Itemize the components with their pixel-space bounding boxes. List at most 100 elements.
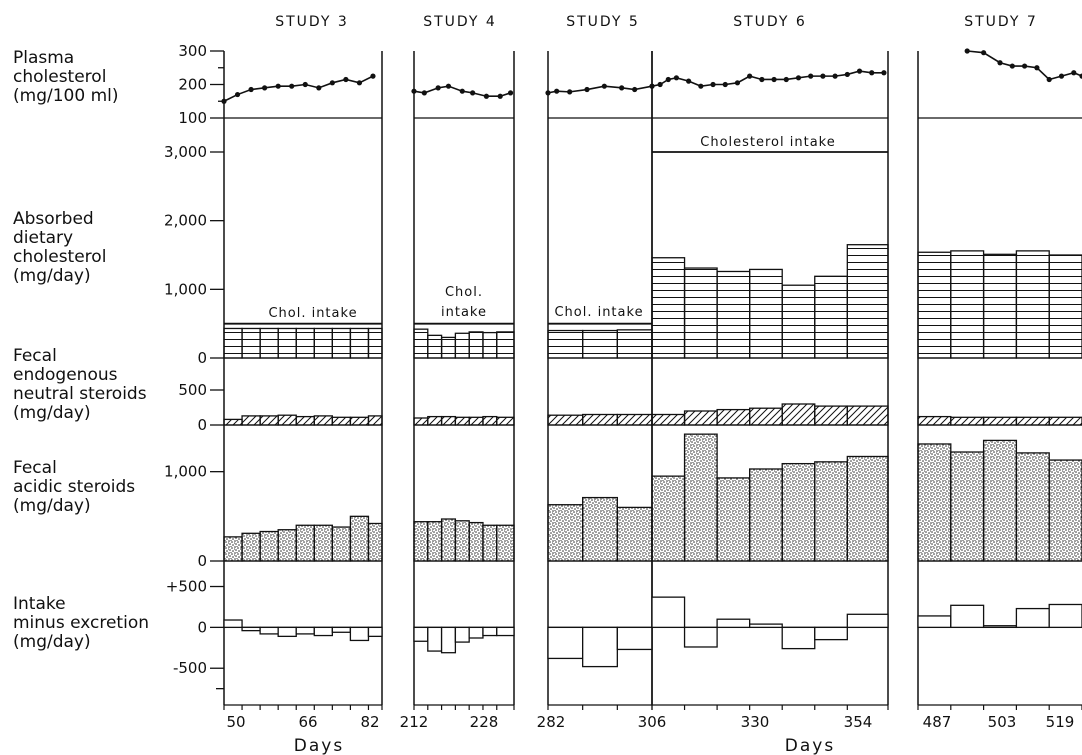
panel-label: Plasma (13, 48, 74, 68)
acidic-steroid-bar (1048, 459, 1082, 562)
study-column (221, 51, 383, 710)
plasma-point (686, 78, 692, 84)
study-header: STUDY 4 (423, 14, 497, 30)
plasma-point (1046, 76, 1052, 83)
y-tick-label: 0 (197, 552, 207, 570)
x-tick-label: 66 (298, 713, 317, 731)
absorbed-bar (716, 270, 751, 359)
net-balance-bar (468, 626, 484, 639)
x-tick-label: 330 (741, 713, 770, 731)
net-balance-bar (277, 626, 297, 638)
panel-label: (mg/day) (13, 403, 91, 423)
absorbed-bar (781, 284, 816, 359)
neutral-steroid-bar (277, 414, 297, 426)
plasma-point (964, 48, 970, 54)
plasma-point (698, 83, 704, 89)
absorbed-bar (749, 268, 783, 359)
absorbed-bar (295, 327, 315, 359)
study-header: STUDY 6 (733, 14, 807, 30)
panel-label: dietary (13, 228, 73, 248)
plasma-point (881, 70, 887, 76)
intake-annotation: Cholesterol intake (700, 135, 835, 150)
absorbed-bar (331, 327, 352, 359)
panel-label: cholesterol (13, 247, 106, 267)
plasma-point (329, 80, 335, 86)
panel-label: (mg/day) (13, 496, 91, 516)
panel-label: Fecal (13, 346, 57, 366)
plasma-point (483, 93, 490, 99)
panel-label: minus excretion (13, 613, 149, 633)
acidic-steroid-bar (367, 522, 383, 562)
plasma-point (673, 75, 680, 81)
plasma-point (1022, 63, 1028, 69)
panel-label: (mg/day) (13, 632, 91, 652)
panel-label: (mg/day) (13, 266, 91, 286)
absorbed-bar (616, 329, 653, 359)
neutral-steroid-bar (814, 405, 848, 426)
acidic-steroid-bar (846, 455, 889, 562)
net-balance-bar (331, 626, 352, 633)
plasma-point (981, 50, 987, 56)
neutral-steroid-bar (454, 416, 470, 426)
acidic-steroid-bar (1015, 452, 1050, 562)
y-tick-label: 0 (197, 349, 207, 367)
net-balance-bar (241, 626, 261, 632)
study-header: STUDY 5 (566, 14, 640, 30)
x-tick-label: 50 (226, 713, 245, 731)
plasma-point (1034, 65, 1040, 71)
plasma-point (554, 88, 560, 94)
neutral-steroid-bar (427, 415, 443, 426)
acidic-steroid-bar (259, 530, 279, 562)
plasma-point (1071, 70, 1077, 76)
absorbed-bar (223, 327, 243, 359)
absorbed-bar (917, 251, 952, 359)
net-balance-bar (313, 626, 333, 637)
neutral-steroid-bar (982, 416, 1018, 426)
x-axis-label: Days (785, 736, 835, 755)
absorbed-bar (349, 327, 370, 359)
absorbed-bar (427, 334, 443, 359)
intake-annotation: Chol. intake (554, 305, 643, 320)
net-balance-bar (1015, 607, 1050, 629)
study-column (649, 51, 889, 710)
net-balance-bar (482, 626, 498, 637)
acidic-steroid-bar (468, 521, 484, 562)
plasma-point (470, 90, 476, 96)
plasma-point (497, 93, 503, 99)
acidic-steroid-bar (950, 451, 985, 562)
neutral-steroid-bar (468, 416, 484, 426)
plasma-point (783, 76, 789, 83)
net-balance-bar (349, 626, 370, 642)
net-balance-bar (496, 626, 515, 637)
plasma-point (507, 90, 514, 96)
plasma-point (619, 85, 625, 91)
plasma-point (759, 76, 765, 83)
panel-label: acidic steroids (13, 477, 135, 497)
plasma-point (445, 83, 452, 89)
acidic-steroid-bar (241, 532, 261, 562)
y-tick-label: 2,000 (164, 212, 207, 230)
x-tick-label: 212 (400, 713, 429, 731)
absorbed-bar (482, 331, 498, 359)
x-tick-label: 354 (844, 713, 873, 731)
x-tick-label: 282 (537, 713, 566, 731)
plasma-point (1009, 63, 1015, 69)
plasma-point (302, 81, 308, 88)
net-balance-bar (259, 626, 279, 635)
plasma-point (221, 98, 227, 104)
plasma-point (370, 73, 376, 79)
panel-label: Intake (13, 594, 66, 614)
plasma-point (997, 60, 1003, 66)
neutral-steroid-bar (331, 416, 352, 426)
intake-annotation: Chol. intake (268, 306, 357, 321)
absorbed-bar (496, 331, 515, 359)
acidic-steroid-bar (295, 524, 315, 562)
y-tick-label: 1,000 (164, 280, 207, 298)
plasma-point (869, 70, 875, 76)
plasma-point (343, 76, 349, 83)
plasma-point (567, 89, 573, 95)
acidic-steroid-bar (582, 496, 618, 562)
absorbed-bar (259, 327, 279, 359)
net-balance-bar (651, 596, 686, 629)
